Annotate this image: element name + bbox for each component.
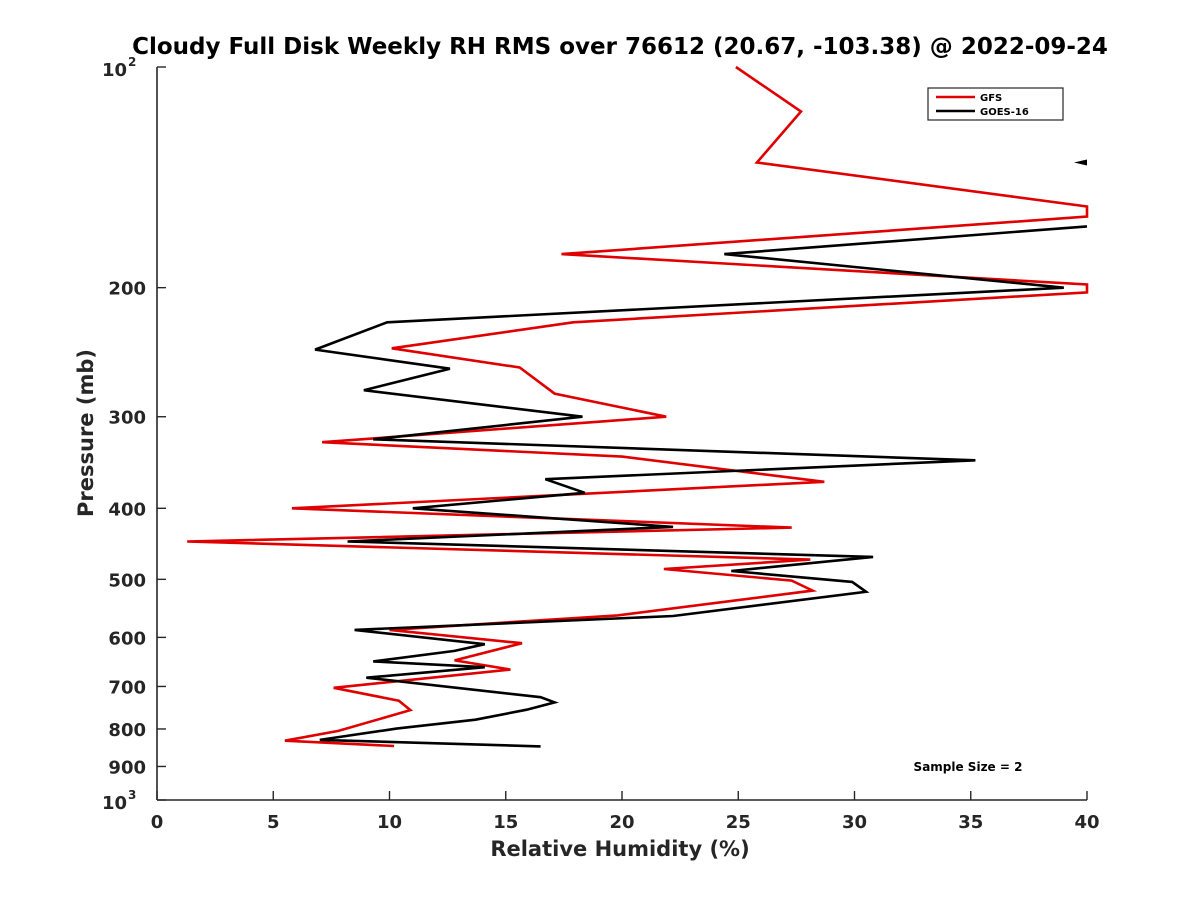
sample-size-note: Sample Size = 2 <box>914 760 1023 774</box>
y-tick-exp-9: 3 <box>128 788 136 802</box>
x-tick-label-3: 15 <box>493 812 518 833</box>
y-tick-label-3: 400 <box>108 499 146 520</box>
y-tick-label-8: 900 <box>108 757 146 778</box>
y-tick-base-9: 10 <box>102 793 127 814</box>
y-tick-label-6: 700 <box>108 677 146 698</box>
chart-title: Cloudy Full Disk Weekly RH RMS over 7661… <box>132 34 1108 60</box>
y-tick-label-5: 600 <box>108 628 146 649</box>
y-tick-exp-0: 2 <box>128 55 136 69</box>
y-tick-label-9: 10 3 <box>102 788 136 814</box>
x-tick-label-5: 25 <box>726 812 751 833</box>
x-axis-label: Relative Humidity (%) <box>490 837 749 861</box>
series-marker-goes16 <box>1074 159 1087 166</box>
y-tick-label-0: 10 2 <box>102 55 136 81</box>
x-tick-label-0: 0 <box>151 812 164 833</box>
y-tick-label-7: 800 <box>108 720 146 741</box>
y-tick-label-2: 300 <box>108 408 146 429</box>
x-tick-label-4: 20 <box>609 812 634 833</box>
legend-box <box>927 87 1064 121</box>
x-ticks: 0 5 10 15 20 25 30 35 40 <box>151 791 1100 833</box>
x-tick-label-1: 5 <box>267 812 280 833</box>
series-line-goes16 <box>314 225 1088 748</box>
y-axis-label: Pressure (mb) <box>74 349 98 517</box>
x-tick-label-8: 40 <box>1074 812 1099 833</box>
legend: GFS GOES-16 <box>927 87 1064 121</box>
plot-area <box>157 67 1087 800</box>
x-tick-label-7: 35 <box>958 812 983 833</box>
y-tick-base-0: 10 <box>102 60 127 81</box>
series-layer <box>187 65 1089 748</box>
x-tick-label-2: 10 <box>377 812 402 833</box>
y-tick-label-1: 200 <box>108 279 146 300</box>
legend-label-goes16: GOES-16 <box>980 107 1029 118</box>
legend-label-gfs: GFS <box>980 93 1002 104</box>
x-tick-label-6: 30 <box>842 812 867 833</box>
y-tick-label-4: 500 <box>108 570 146 591</box>
